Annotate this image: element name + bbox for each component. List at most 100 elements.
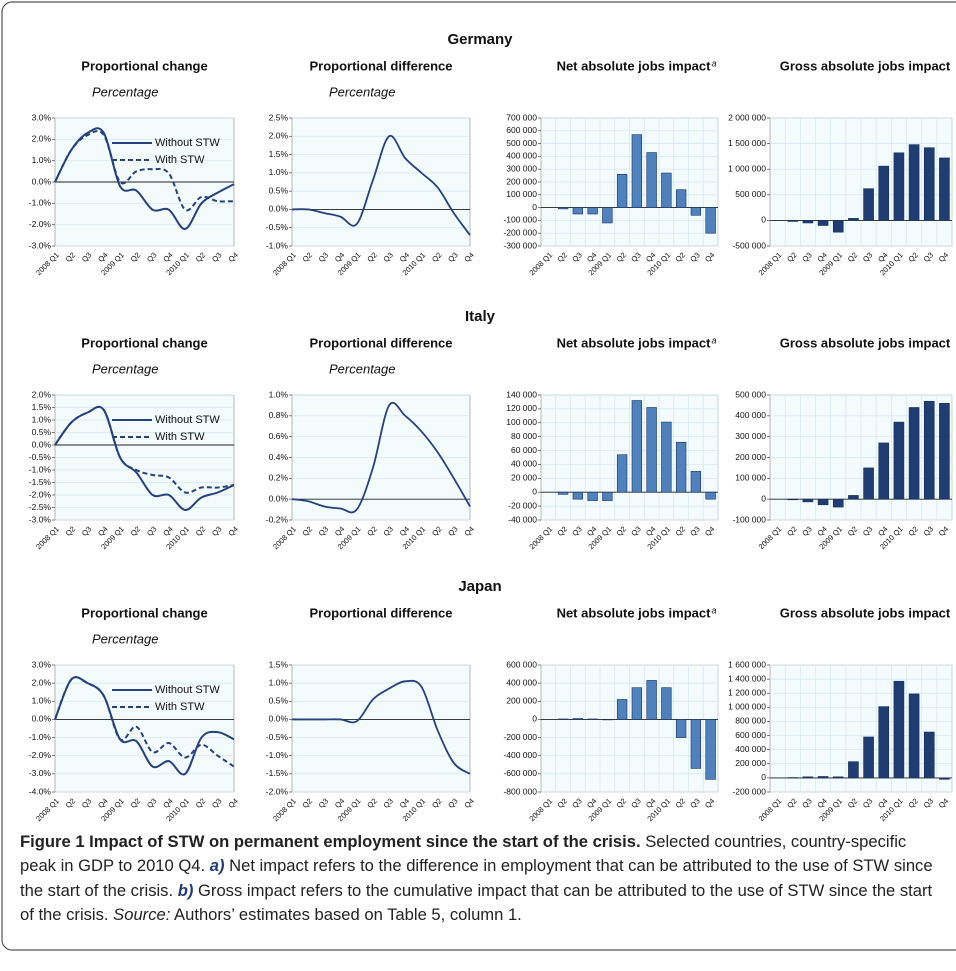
- bar: [602, 207, 613, 224]
- bar: [646, 407, 657, 493]
- y-tick-label: 0.5%: [32, 427, 52, 437]
- y-tick-label: 1 000 000: [728, 702, 766, 712]
- bar: [631, 400, 643, 493]
- y-tick-label: 0.0%: [32, 439, 52, 449]
- y-tick-label: -2.5%: [29, 502, 52, 512]
- x-tick-label: Q2: [846, 796, 859, 809]
- chart-subtitle: Percentage: [329, 84, 396, 99]
- bar: [878, 165, 890, 221]
- y-tick-label: 0: [761, 215, 766, 225]
- legend-label: With STW: [155, 154, 205, 166]
- x-tick-label: Q3: [861, 524, 874, 537]
- chart-title: Proportional difference: [309, 605, 452, 620]
- x-tick-label: Q3: [446, 796, 459, 809]
- x-tick-label: 2008 Q1: [34, 524, 61, 551]
- bar: [675, 189, 687, 208]
- x-tick-label: Q3: [381, 796, 394, 809]
- bar: [817, 498, 829, 506]
- x-tick-label: Q3: [629, 250, 642, 263]
- y-tick-label: 200 000: [506, 696, 537, 706]
- bar: [832, 220, 844, 233]
- title-note: a: [711, 58, 716, 68]
- y-tick-label: 2.0%: [32, 134, 52, 144]
- chart-subtitle: Percentage: [329, 361, 396, 376]
- y-tick-label: 100 000: [506, 417, 537, 427]
- section-title: Japan: [458, 578, 501, 595]
- y-tick-label: 400 000: [735, 744, 766, 754]
- x-tick-label: Q3: [800, 796, 813, 809]
- bar: [863, 188, 874, 221]
- section-title: Germany: [447, 31, 513, 48]
- bar: [802, 498, 814, 503]
- x-tick-label: Q4: [226, 796, 239, 809]
- x-tick-label: Q3: [317, 524, 330, 537]
- x-tick-label: Q2: [194, 524, 207, 537]
- x-tick-label: Q3: [629, 524, 642, 537]
- x-tick-label: Q4: [937, 524, 950, 537]
- bar: [705, 491, 716, 500]
- y-tick-label: 400 000: [506, 151, 537, 161]
- x-tick-label: Q3: [317, 796, 330, 809]
- source-label: Source:: [113, 905, 171, 925]
- x-tick-label: Q2: [129, 524, 142, 537]
- y-tick-label: 40 000: [511, 459, 537, 469]
- bar: [923, 147, 935, 221]
- y-tick-label: 0: [761, 493, 766, 503]
- bar: [587, 207, 598, 215]
- y-tick-label: -400 000: [503, 750, 537, 760]
- y-tick-label: -600 000: [503, 768, 537, 778]
- x-tick-label: Q3: [446, 524, 459, 537]
- x-tick-label: Q3: [922, 250, 935, 263]
- y-tick-label: 1 200 000: [728, 687, 766, 697]
- bar: [848, 495, 859, 500]
- bar: [631, 134, 643, 208]
- bar: [863, 736, 874, 779]
- bar: [939, 777, 950, 780]
- chart-title: Net absolute jobs impact: [557, 335, 712, 350]
- y-tick-label: 0: [532, 714, 537, 724]
- x-tick-label: Q2: [906, 796, 919, 809]
- x-tick-label: Q3: [800, 524, 813, 537]
- bar: [863, 467, 874, 500]
- x-tick-label: Q2: [129, 796, 142, 809]
- x-tick-label: Q4: [937, 250, 950, 263]
- x-tick-label: Q2: [365, 250, 378, 263]
- bar: [557, 491, 569, 495]
- x-tick-label: Q2: [906, 250, 919, 263]
- chart-title: Gross absolute jobs impact: [780, 605, 951, 620]
- bar: [787, 220, 799, 222]
- chart-title: Proportional change: [81, 605, 207, 620]
- x-tick-label: Q2: [430, 796, 443, 809]
- bar: [631, 687, 643, 720]
- caption-title: Impact of STW on permanent employment si…: [89, 832, 641, 851]
- y-tick-label: 0.4%: [269, 452, 289, 462]
- x-tick-label: Q3: [210, 524, 223, 537]
- title-note: a: [711, 605, 716, 615]
- y-tick-label: 3.0%: [32, 112, 52, 122]
- x-tick-label: 2008 Q1: [271, 524, 298, 551]
- bar: [646, 680, 657, 720]
- y-tick-label: -40 000: [508, 514, 537, 524]
- y-tick-label: 1.5%: [32, 402, 52, 412]
- x-tick-label: Q2: [64, 524, 77, 537]
- legend-label: Without STW: [155, 137, 220, 149]
- bar: [690, 471, 702, 493]
- bar: [893, 421, 905, 500]
- bar: [587, 491, 598, 501]
- y-tick-label: -100 000: [732, 514, 766, 524]
- plot-area: [291, 117, 471, 247]
- x-tick-label: Q3: [861, 250, 874, 263]
- x-tick-label: Q2: [430, 250, 443, 263]
- bar: [832, 776, 844, 779]
- y-tick-label: 60 000: [511, 445, 537, 455]
- bar: [848, 761, 859, 779]
- chart-subtitle: Percentage: [92, 84, 159, 99]
- line: [54, 405, 235, 511]
- y-tick-label: -0.2%: [266, 514, 289, 524]
- y-tick-label: 200 000: [506, 176, 537, 186]
- bar: [572, 718, 584, 720]
- bar: [557, 207, 569, 210]
- x-tick-label: Q3: [210, 250, 223, 263]
